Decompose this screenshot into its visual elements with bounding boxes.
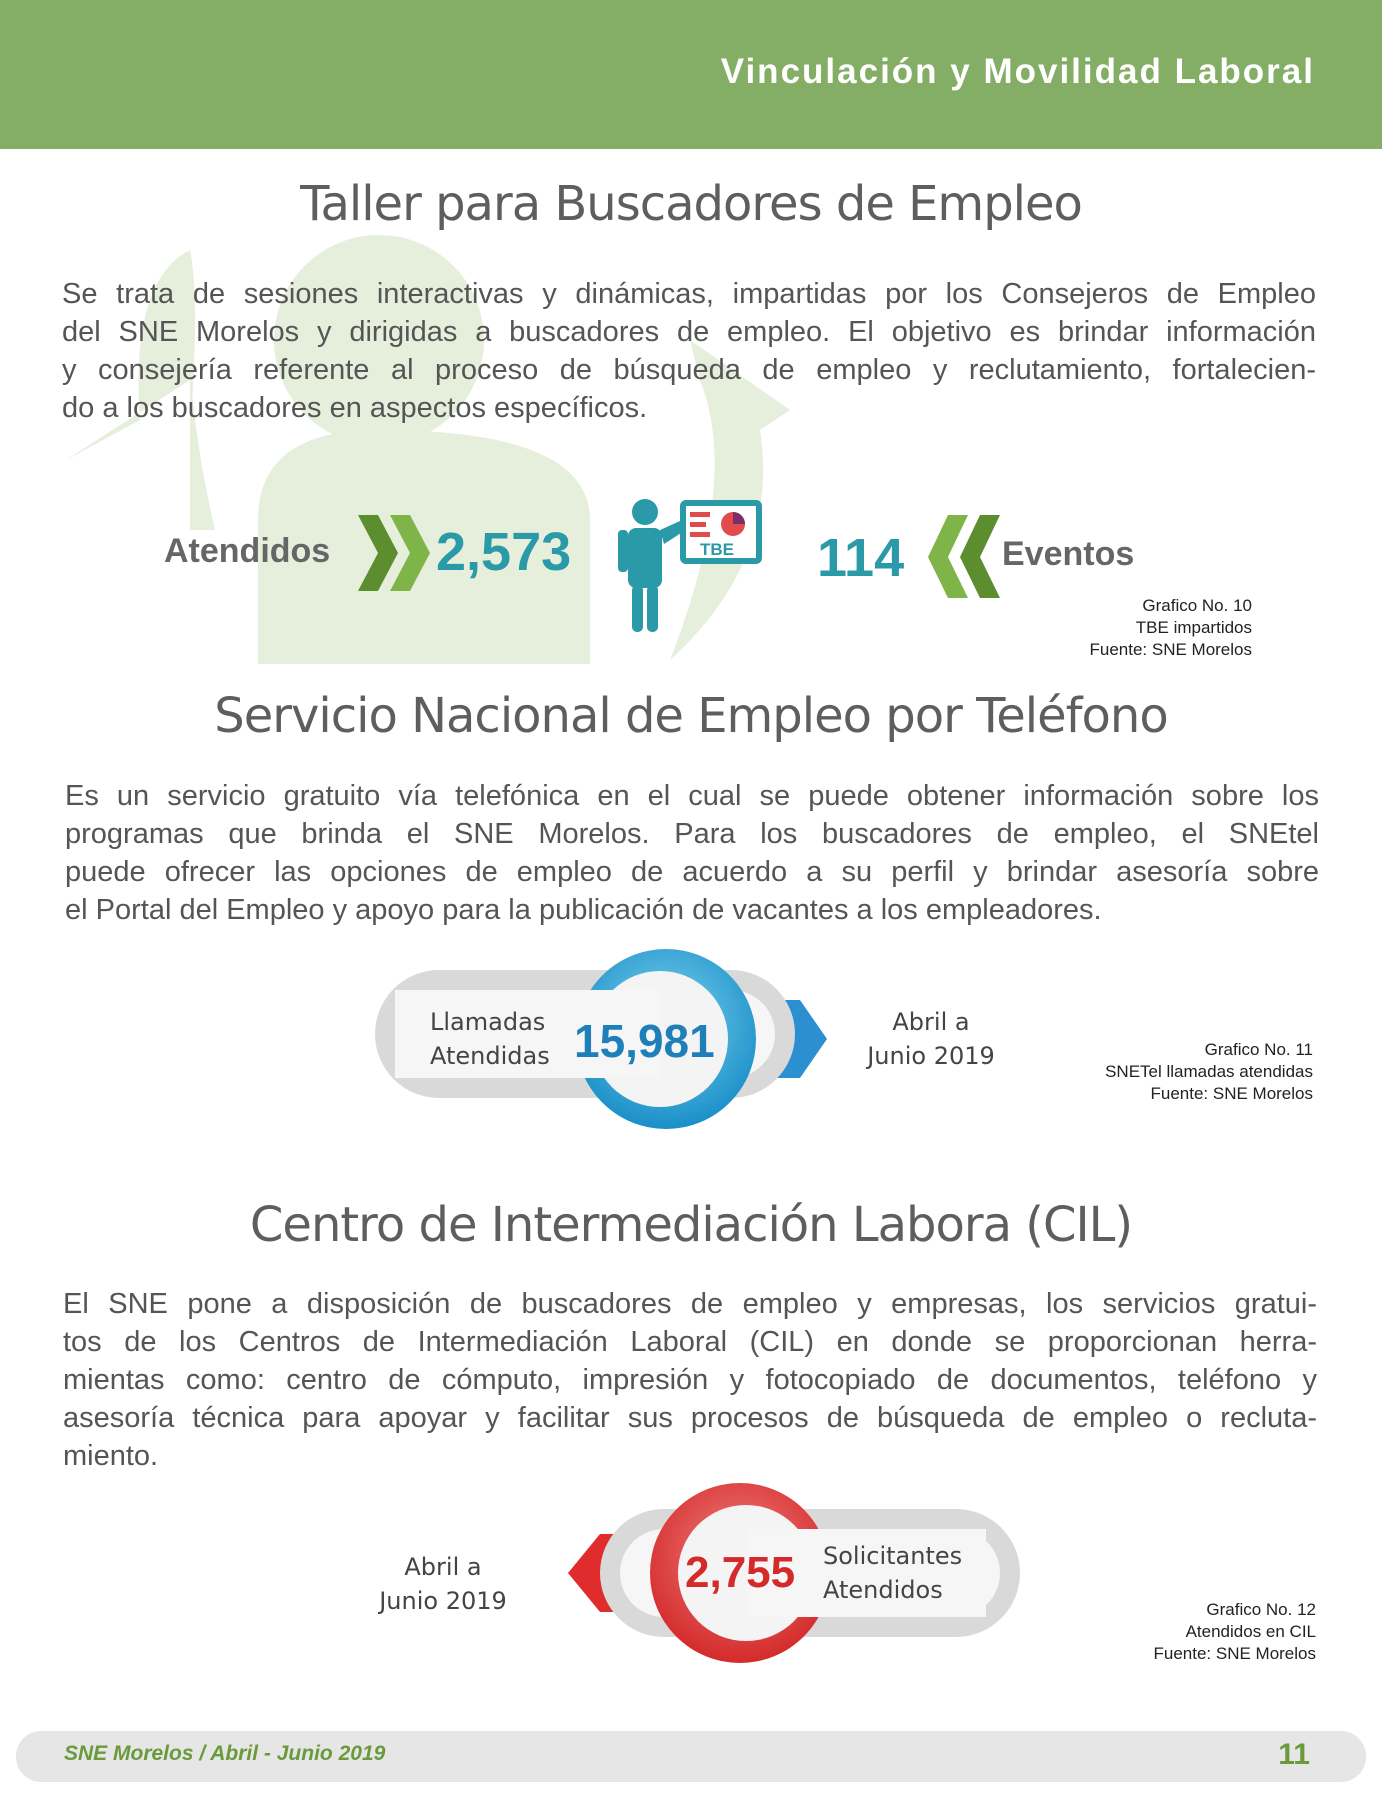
caption: Grafico No. 12 Atendidos en CIL Fuente: SN… (1153, 1599, 1316, 1665)
text-line: TBE impartidos (1135, 618, 1252, 637)
text-line: Atendidas (430, 1042, 550, 1070)
page-number: 11 (1278, 1738, 1310, 1771)
text-line: asesoría técnica para apoyar y facilitar… (63, 1402, 1317, 1434)
text-line: Abril a (404, 1553, 482, 1581)
text-line: Se trata de sesiones interactivas y diná… (62, 278, 1316, 310)
paragraph: El SNE pone a disposición de buscadores … (63, 1285, 1317, 1475)
icon-label: TBE (700, 540, 734, 559)
footer-band (16, 1731, 1366, 1782)
text-line: Grafico No. 12 (1206, 1600, 1316, 1619)
header-band (0, 0, 1382, 149)
pill-value: 15,981 (574, 1015, 715, 1067)
period: Abril a Junio 2019 (372, 1550, 514, 1618)
period: Abril a Junio 2019 (860, 1005, 1002, 1073)
text-line: Es un servicio gratuito vía telefónica e… (65, 780, 1319, 812)
text-line: Grafico No. 10 (1142, 596, 1252, 615)
footer-text: SNE Morelos / Abril - Junio 2019 (64, 1742, 386, 1765)
calls-graphic (375, 949, 827, 1129)
text-line: do a los buscadores en aspectos específi… (62, 392, 648, 424)
stat-label: Eventos (1002, 535, 1135, 573)
pill-value: 2,755 (685, 1548, 796, 1597)
text-line: programas que brinda el SNE Morelos. Par… (65, 818, 1319, 850)
text-line: Solicitantes (823, 1542, 963, 1570)
text-line: y consejería referente al proceso de bús… (62, 354, 1316, 386)
stat-value: 2,573 (436, 522, 572, 582)
text-line: Fuente: SNE Morelos (1150, 1084, 1313, 1103)
stat-value: 114 (817, 528, 905, 588)
section-title: Servicio Nacional de Empleo por Teléfono (214, 688, 1168, 744)
paragraph: Se trata de sesiones interactivas y diná… (62, 275, 1316, 427)
text-line: SNETel llamadas atendidas (1105, 1062, 1313, 1081)
text-line: mientas como: centro de cómputo, impresi… (63, 1364, 1317, 1396)
section-title: Centro de Intermediación Labora (CIL) (249, 1197, 1133, 1253)
header-title: Vinculación y Movilidad Laboral (720, 52, 1315, 91)
stat-label: Atendidos (164, 532, 331, 570)
caption: Grafico No. 11 SNETel llamadas atendidas F… (1105, 1039, 1313, 1105)
cil-graphic (568, 1483, 1020, 1663)
section-title: Taller para Buscadores de Empleo (300, 176, 1083, 232)
text-line: El SNE pone a disposición de buscadores … (63, 1288, 1317, 1320)
text-line: Fuente: SNE Morelos (1089, 640, 1252, 659)
text-line: del SNE Morelos y dirigidas a buscadores… (62, 316, 1316, 348)
text-line: Atendidos en CIL (1185, 1622, 1316, 1641)
chevrons-right (928, 515, 1000, 598)
pill-label: Solicitantes Atendidos (823, 1539, 962, 1607)
caption: Grafico No. 10 TBE impartidos Fuente: SNE … (1089, 595, 1252, 661)
text-line: el Portal del Empleo y apoyo para la pub… (65, 894, 1102, 926)
text-line: puede ofrecer las opciones de empleo de … (65, 856, 1319, 888)
text-line: Junio 2019 (379, 1587, 507, 1615)
text-line: Abril a (892, 1008, 970, 1036)
text-line: Junio 2019 (867, 1042, 995, 1070)
text-line: Atendidos (823, 1576, 943, 1604)
paragraph: Es un servicio gratuito vía telefónica e… (65, 777, 1319, 929)
pill-label: Llamadas Atendidas (430, 1005, 550, 1073)
presenter-icon (618, 499, 762, 632)
text-line: Llamadas (430, 1008, 546, 1036)
text-line: tos de los Centros de Intermediación Lab… (63, 1326, 1317, 1358)
text-line: Grafico No. 11 (1204, 1040, 1313, 1059)
chevrons-left (358, 515, 430, 591)
text-line: Fuente: SNE Morelos (1153, 1644, 1316, 1663)
text-line: miento. (63, 1440, 159, 1472)
